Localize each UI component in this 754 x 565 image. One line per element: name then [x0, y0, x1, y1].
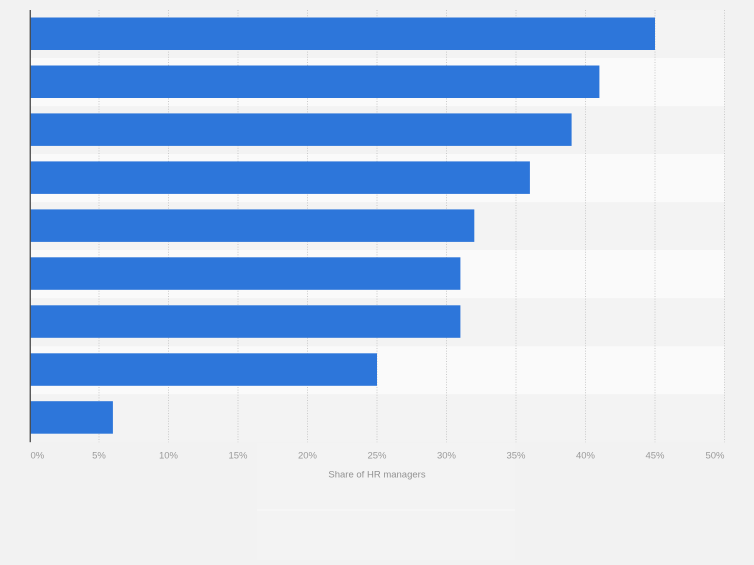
svg-text:Share of HR managers: Share of HR managers [328, 470, 425, 481]
svg-text:40%: 40% [576, 451, 596, 462]
svg-text:50%: 50% [705, 451, 725, 462]
svg-text:10%: 10% [159, 451, 179, 462]
svg-text:0%: 0% [31, 451, 45, 462]
svg-text:15%: 15% [228, 451, 248, 462]
svg-text:45%: 45% [645, 451, 665, 462]
svg-text:5%: 5% [92, 451, 106, 462]
svg-text:20%: 20% [298, 451, 318, 462]
svg-text:25%: 25% [367, 451, 387, 462]
svg-text:35%: 35% [506, 451, 526, 462]
svg-text:30%: 30% [437, 451, 457, 462]
